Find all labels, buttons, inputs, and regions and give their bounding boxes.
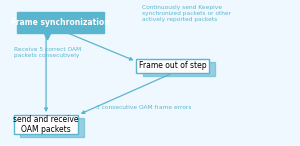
FancyBboxPatch shape [136, 59, 209, 73]
Text: send and receive
OAM packets: send and receive OAM packets [13, 115, 79, 134]
Polygon shape [44, 33, 51, 40]
Text: Frame out of step: Frame out of step [139, 61, 206, 70]
FancyBboxPatch shape [20, 118, 85, 137]
Text: 3 consecutive OAM frame errors: 3 consecutive OAM frame errors [95, 105, 191, 110]
Text: Frame synchronization: Frame synchronization [11, 18, 110, 27]
FancyBboxPatch shape [17, 12, 104, 33]
FancyBboxPatch shape [14, 115, 78, 134]
Text: Continuously send Keepive
synchronized packets or other
actively reported packet: Continuously send Keepive synchronized p… [142, 5, 231, 22]
FancyBboxPatch shape [143, 62, 215, 76]
Text: Receive 5 correct OAM
packets consecutively: Receive 5 correct OAM packets consecutiv… [14, 47, 81, 58]
